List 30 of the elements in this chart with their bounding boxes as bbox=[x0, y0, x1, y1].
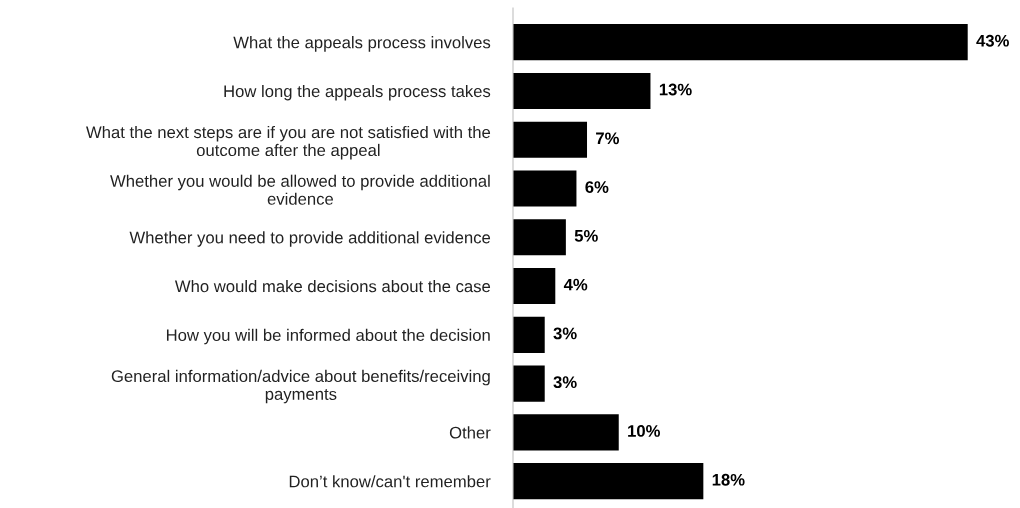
bar bbox=[513, 414, 619, 451]
bar bbox=[513, 268, 556, 305]
y-tick-label: Whether you need to provide additional evidence bbox=[129, 231, 491, 247]
data-label: 18% bbox=[712, 473, 745, 486]
data-label: 7% bbox=[596, 132, 620, 145]
data-label: 3% bbox=[553, 376, 577, 389]
y-tick-label: How long the appeals process takes bbox=[224, 84, 491, 101]
data-label: 4% bbox=[563, 278, 588, 291]
bar bbox=[513, 316, 545, 353]
y-tick-label: General information/advice about benefits/receiving payments bbox=[111, 369, 490, 404]
bar bbox=[513, 170, 577, 207]
y-tick-label: What the appeals process involves bbox=[233, 36, 491, 52]
data-label: 6% bbox=[585, 181, 609, 193]
bar bbox=[513, 365, 545, 402]
y-tick-label: Who would make decisions about the case bbox=[174, 280, 491, 293]
data-label: 10% bbox=[628, 425, 660, 437]
data-label: 43% bbox=[976, 34, 1009, 47]
bar bbox=[513, 72, 651, 109]
data-label: 5% bbox=[574, 229, 598, 242]
data-label: 3% bbox=[553, 327, 577, 340]
bar bbox=[513, 219, 566, 256]
bar bbox=[513, 24, 968, 61]
y-tick-label: Whether you would be allowed to provide additional evidence bbox=[110, 174, 490, 205]
y-tick-label: What the next steps are if you are not satisfied with the outcome after the appeal bbox=[86, 125, 491, 160]
y-tick-label: How you will be informed about the decision bbox=[166, 328, 490, 345]
bar bbox=[513, 121, 588, 158]
data-label: 13% bbox=[659, 83, 692, 96]
bar bbox=[513, 463, 704, 500]
y-tick-label: Other bbox=[449, 426, 491, 439]
y-tick-label: Don’t know/can't remember bbox=[289, 475, 491, 488]
